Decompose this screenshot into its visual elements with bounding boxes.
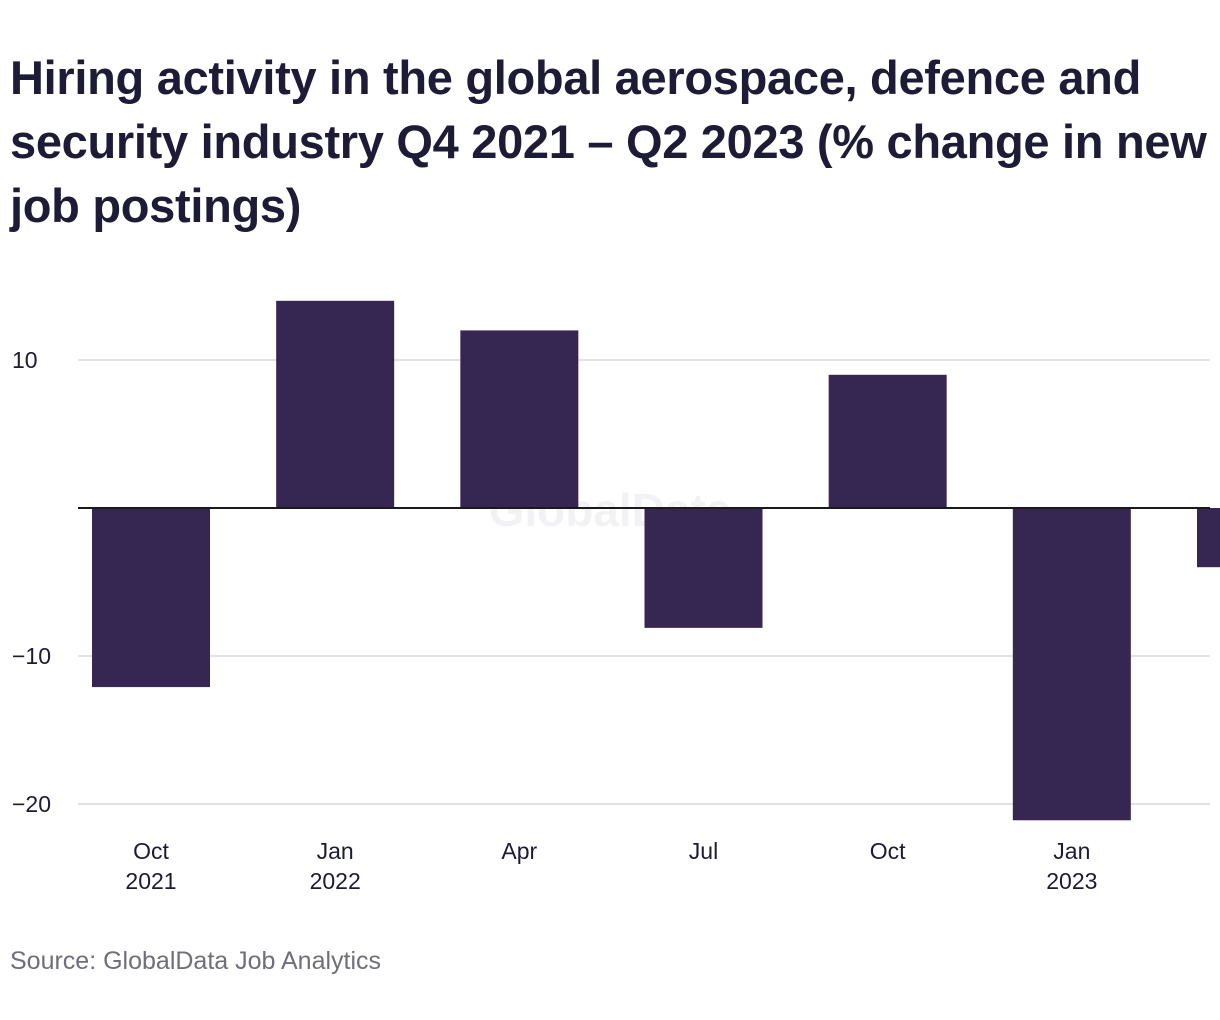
- bars: [92, 300, 1220, 821]
- bar: [460, 330, 579, 508]
- y-tick-label: 10: [12, 347, 38, 373]
- x-tick-year-label: 2022: [310, 868, 361, 894]
- x-tick-label: Oct: [870, 838, 906, 864]
- bar: [1012, 508, 1131, 821]
- bar: [276, 300, 395, 508]
- bar: [644, 508, 763, 628]
- bar: [828, 374, 947, 508]
- y-axis-labels: 10 −10 −20: [12, 347, 51, 817]
- x-tick-label: Jul: [689, 838, 718, 864]
- bar: [92, 508, 210, 688]
- x-tick-label: Jan: [317, 838, 354, 864]
- x-tick-label: Apr: [501, 838, 537, 864]
- x-tick-year-label: 2023: [1046, 868, 1097, 894]
- source-note: Source: GlobalData Job Analytics: [10, 947, 382, 975]
- chart-title: Hiring activity in the global aerospace,…: [10, 51, 1207, 232]
- x-tick-label: Jan: [1053, 838, 1090, 864]
- x-tick-label: Oct: [133, 838, 169, 864]
- y-tick-label: −10: [12, 643, 51, 669]
- y-tick-label: −20: [12, 791, 51, 817]
- x-tick-year-label: 2021: [125, 868, 176, 894]
- x-axis-labels: Oct2021Jan2022AprJulOctJan2023Apr: [125, 838, 1097, 894]
- bar: [1197, 508, 1220, 568]
